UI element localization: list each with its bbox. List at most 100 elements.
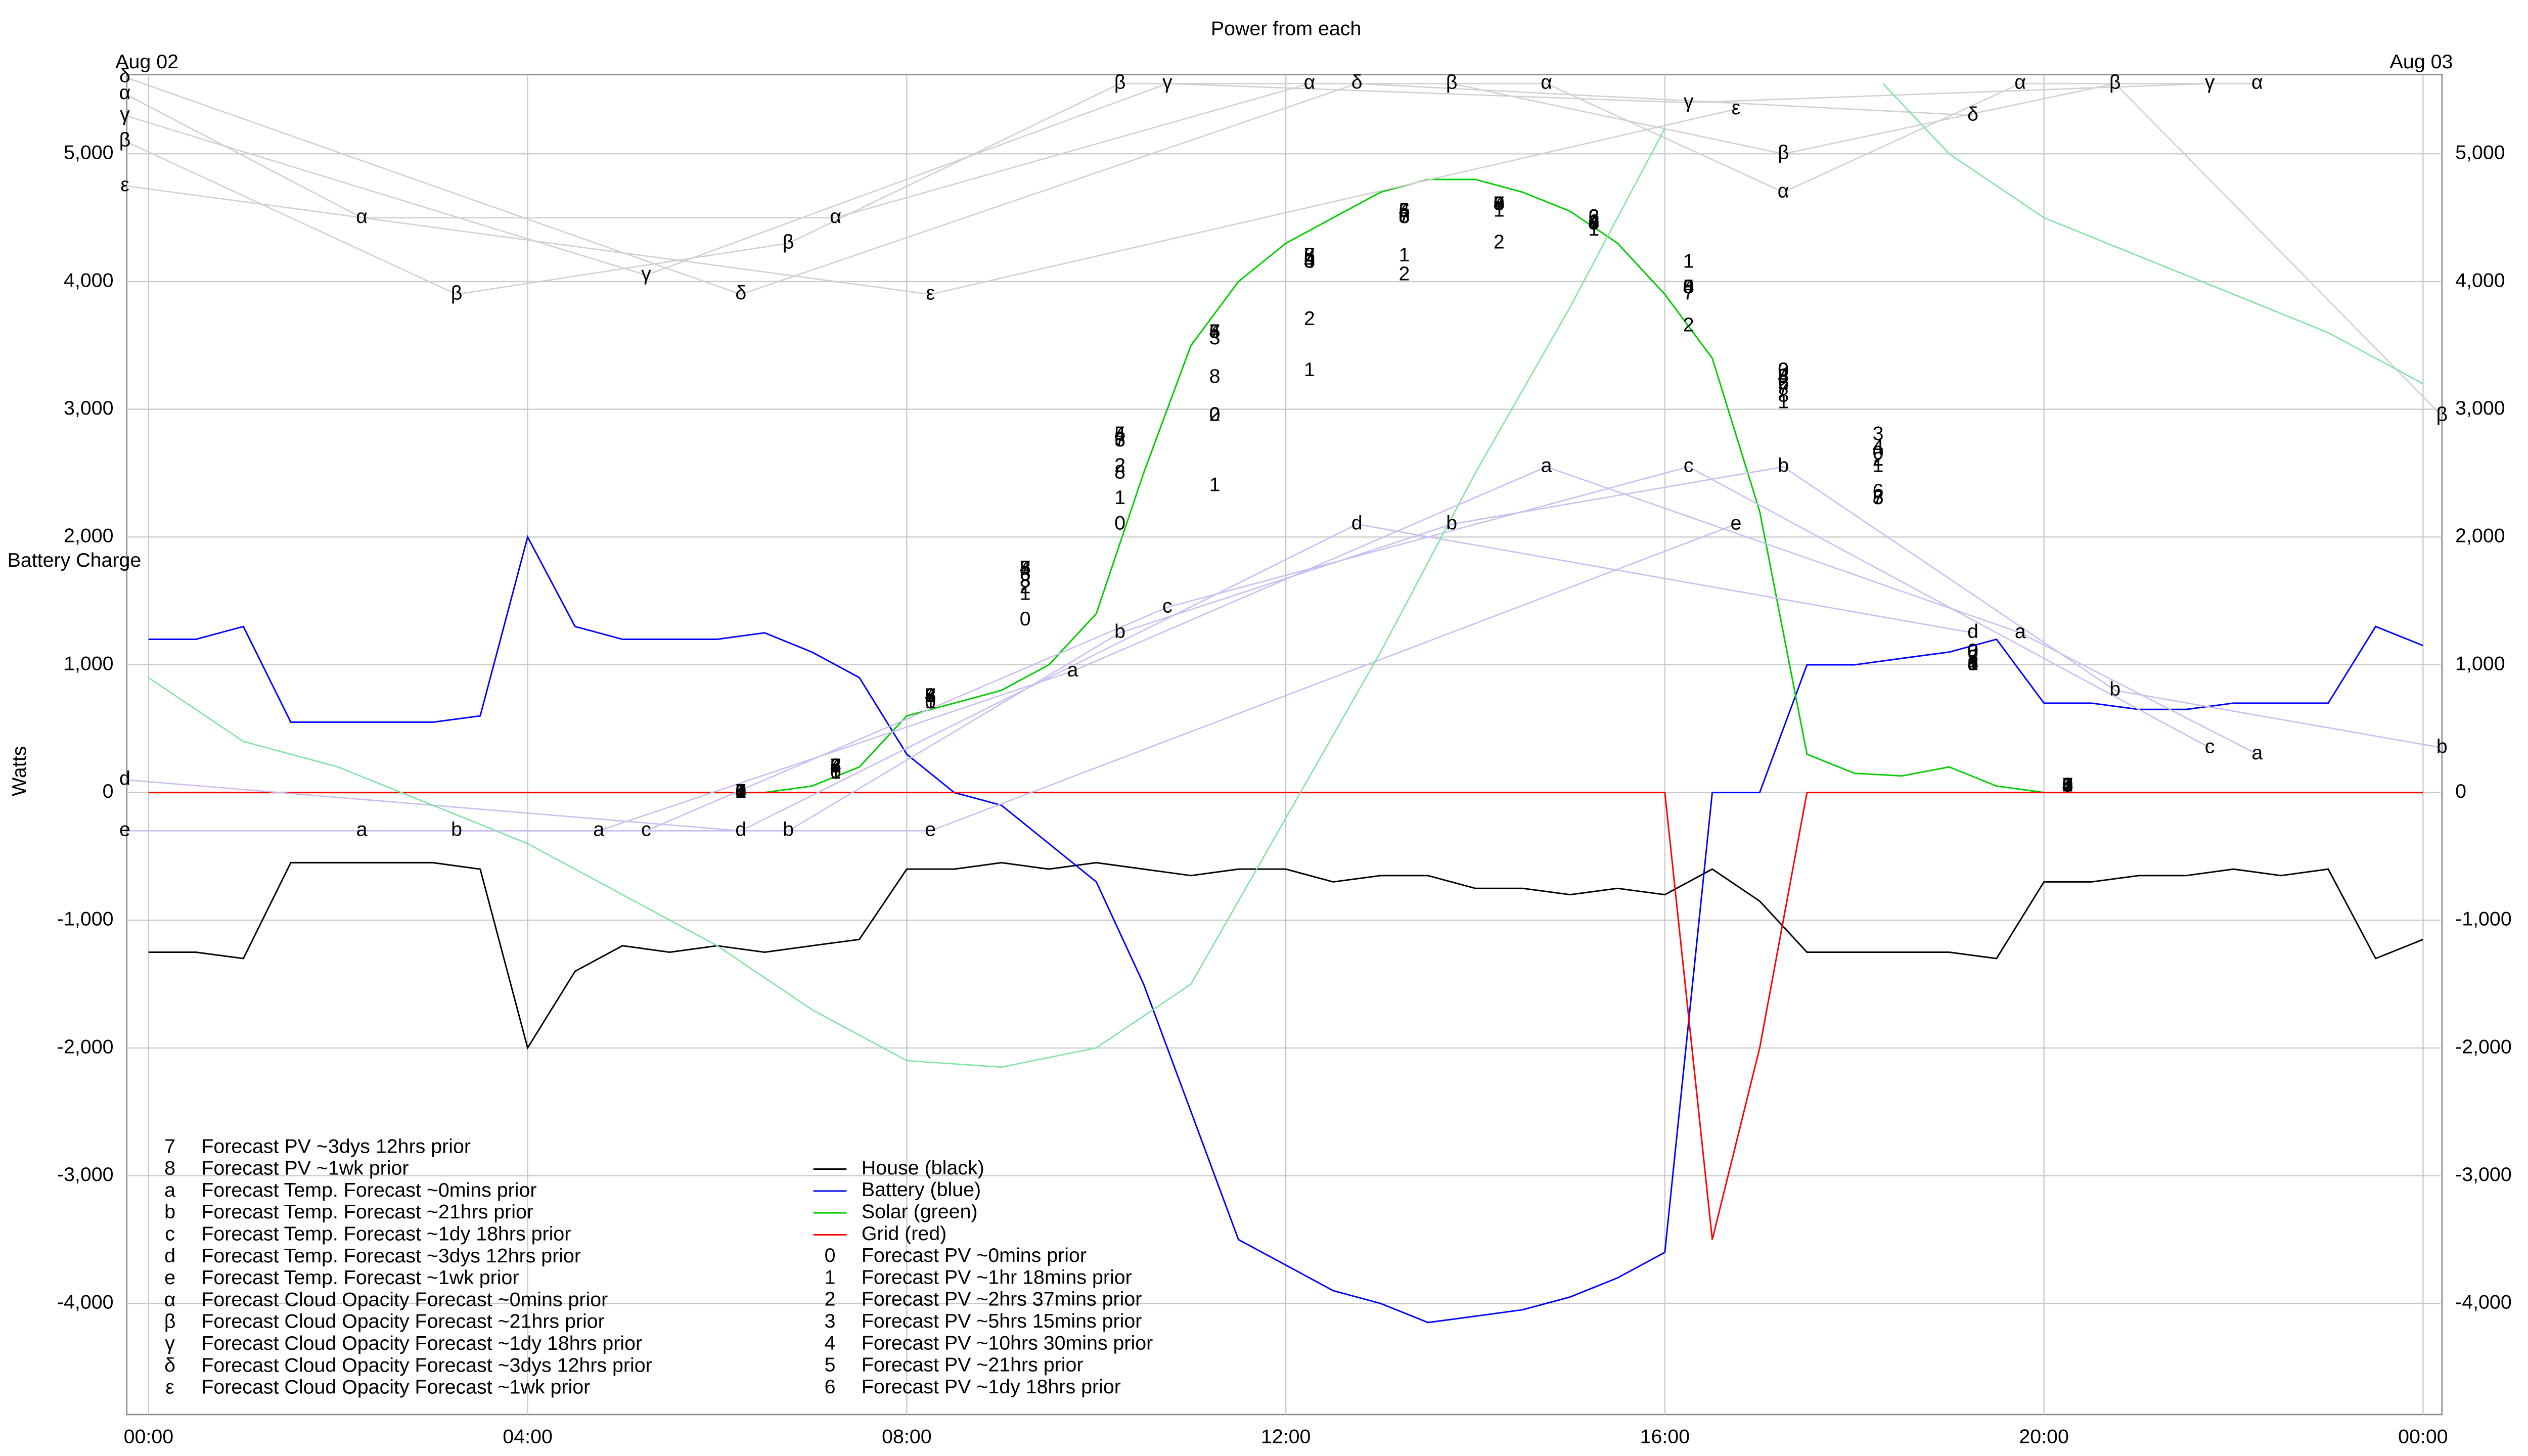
- series-marker: 6: [1209, 320, 1221, 342]
- series-marker: 7: [1778, 378, 1789, 400]
- series-marker: 4: [925, 684, 936, 706]
- series-marker: 6: [1683, 276, 1694, 298]
- series-marker: γ: [120, 103, 130, 125]
- series-marker: 2: [1114, 454, 1125, 477]
- series-marker: 2: [830, 754, 841, 777]
- series-marker: 1: [1873, 454, 1884, 477]
- series-marker: 3: [1967, 640, 1978, 662]
- series-marker: 8: [1304, 244, 1315, 266]
- series-marker: 7: [830, 754, 841, 777]
- y2-tick-label: -3,000: [2455, 1163, 2512, 1186]
- series-marker: δ: [1967, 103, 1978, 125]
- series-marker: d: [1351, 512, 1363, 534]
- series-marker: 1: [1588, 218, 1599, 240]
- series-marker: 8: [735, 780, 746, 802]
- series-marker: 0: [925, 691, 936, 713]
- series-marker: 3: [1114, 429, 1125, 451]
- series-marker: δ: [119, 65, 130, 87]
- series-marker: 2: [1209, 403, 1221, 426]
- series-marker: β: [451, 282, 463, 304]
- series-marker: 1: [1778, 390, 1789, 413]
- legend-label: Forecast Cloud Opacity Forecast ~3dys 12…: [201, 1354, 652, 1376]
- y2-tick-label: 5,000: [2455, 142, 2505, 164]
- legend-marker: d: [164, 1245, 175, 1267]
- series-marker: b: [1778, 454, 1789, 477]
- series-marker: 0: [735, 780, 746, 802]
- legend-marker: 0: [825, 1244, 836, 1266]
- legend-marker: 6: [825, 1376, 836, 1398]
- series-marker: 2: [925, 684, 936, 706]
- legend-marker: β: [164, 1310, 176, 1333]
- legend-marker: α: [164, 1288, 176, 1310]
- series-marker: 6: [2062, 774, 2073, 796]
- series-marker: 3: [735, 780, 746, 802]
- series-marker: 6: [1494, 193, 1505, 215]
- legend-marker: a: [164, 1179, 175, 1201]
- series-marker: a: [1541, 454, 1552, 477]
- series-marker: 1: [1114, 486, 1125, 509]
- series-marker: 8: [1873, 486, 1884, 509]
- legend-label: Forecast PV ~1hr 18mins prior: [862, 1266, 1132, 1288]
- series-marker: a: [593, 818, 604, 841]
- series-marker: d: [735, 818, 746, 841]
- series-marker: d: [119, 767, 130, 790]
- series-marker: 0: [1873, 441, 1884, 464]
- series-line: [124, 83, 2258, 219]
- legend-label: Forecast PV ~1dy 18hrs prior: [862, 1376, 1121, 1398]
- series-marker: 2: [1683, 314, 1694, 336]
- series-marker: 0: [1114, 512, 1125, 534]
- series-marker: 7: [1588, 212, 1599, 234]
- series-marker: 8: [1588, 212, 1599, 234]
- legend-label: Solar (green): [862, 1201, 978, 1223]
- series-marker: 6: [1873, 480, 1884, 502]
- series-marker: 6: [1304, 244, 1315, 266]
- series-marker: 7: [1304, 244, 1315, 266]
- series-marker: 2: [1494, 231, 1505, 253]
- series-marker: δ: [735, 282, 746, 304]
- series-marker: 1: [1494, 199, 1505, 221]
- series-marker: 6: [1398, 199, 1410, 221]
- series-marker: 5: [1873, 486, 1884, 509]
- chart-title: Power from each: [1211, 17, 1362, 39]
- legend-marker: δ: [164, 1354, 175, 1376]
- series-marker: 3: [1778, 358, 1789, 381]
- plot-frame: [126, 74, 2443, 1416]
- series-marker: α: [356, 205, 368, 228]
- x-tick-label: 12:00: [1261, 1425, 1311, 1447]
- series-marker: 0: [2062, 774, 2073, 796]
- y2-tick-label: 3,000: [2455, 397, 2505, 419]
- series-marker: 5: [925, 684, 936, 706]
- series-marker: α: [1304, 71, 1316, 94]
- series-marker: α: [2014, 71, 2026, 94]
- series-marker: 4: [830, 754, 841, 777]
- series-marker: 5: [1778, 365, 1789, 387]
- series-marker: β: [1778, 142, 1789, 164]
- legend-label: Forecast PV ~21hrs prior: [862, 1354, 1084, 1376]
- series-marker: 8: [1020, 569, 1031, 592]
- series-marker: δ: [1351, 71, 1363, 94]
- series-marker: 4: [1114, 422, 1125, 444]
- series-marker: 7: [925, 684, 936, 706]
- series-marker: 0: [1967, 640, 1978, 662]
- series-marker: 7: [1398, 205, 1410, 228]
- series-marker: 3: [1873, 422, 1884, 444]
- series-marker: 2: [1588, 205, 1599, 228]
- y-tick-label: 0: [103, 780, 114, 802]
- series-marker: 0: [1494, 193, 1505, 215]
- series-marker: 7: [1873, 486, 1884, 509]
- y2-tick-label: 0: [2455, 780, 2466, 802]
- series-marker: 8: [2062, 774, 2073, 796]
- series-marker: 1: [735, 780, 746, 802]
- series-marker: 5: [1020, 557, 1031, 579]
- series-marker: c: [2205, 736, 2215, 758]
- series-marker: 8: [1778, 384, 1789, 406]
- legend-marker: 3: [825, 1310, 836, 1332]
- series-line: [148, 792, 2423, 1240]
- date-label: Aug 03: [2390, 51, 2453, 73]
- series-marker: 4: [1588, 212, 1599, 234]
- series-marker: 3: [1494, 193, 1505, 215]
- series-line: [148, 128, 1665, 1068]
- legend-label: Forecast PV ~0mins prior: [862, 1244, 1087, 1266]
- series-marker: 3: [2062, 774, 2073, 796]
- series-marker: 0: [830, 761, 841, 783]
